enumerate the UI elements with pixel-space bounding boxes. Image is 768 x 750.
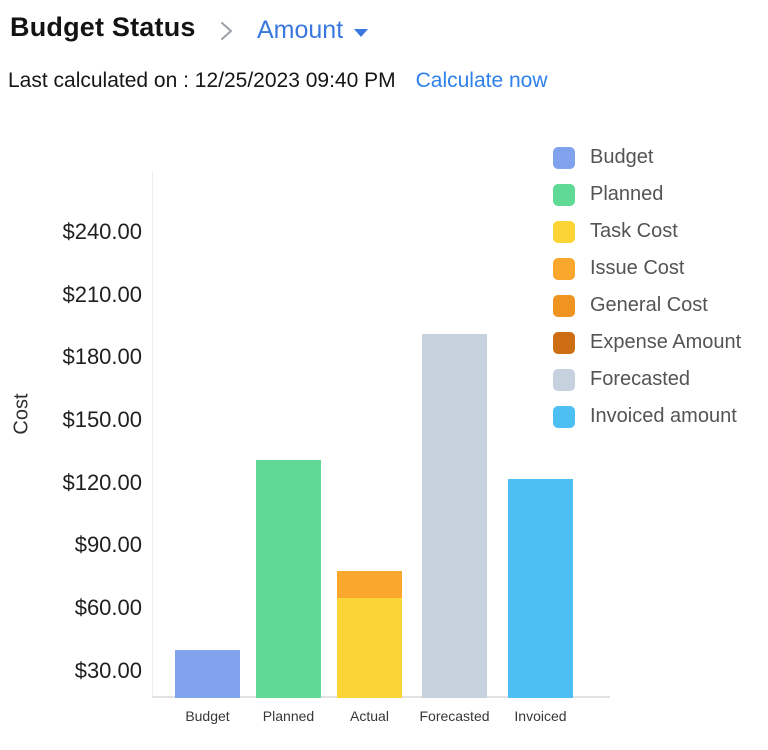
page-title: Budget Status <box>10 12 196 42</box>
legend-swatch <box>553 294 575 317</box>
x-tick-label: Actual <box>350 708 389 724</box>
legend-item-planned[interactable]: Planned <box>553 176 741 213</box>
legend-swatch <box>553 257 575 280</box>
bar-segment-task-cost[interactable] <box>337 597 402 698</box>
x-tick-label: Forecasted <box>419 708 490 724</box>
legend-label: Budget <box>590 146 654 168</box>
x-tick-label: Budget <box>185 708 230 724</box>
legend-swatch <box>553 368 575 391</box>
legend-swatch <box>553 183 575 206</box>
legend-item-budget[interactable]: Budget <box>553 139 741 176</box>
legend-label: Issue Cost <box>590 257 685 279</box>
x-tick-label: Planned <box>262 708 315 724</box>
calculate-now-link[interactable]: Calculate now <box>415 69 548 92</box>
legend-item-forecasted[interactable]: Forecasted <box>553 361 741 398</box>
y-tick-label: $60.00 <box>74 595 142 621</box>
amount-dropdown-label: Amount <box>257 16 344 44</box>
y-tick-label: $180.00 <box>62 344 142 370</box>
amount-dropdown[interactable]: Amount <box>257 16 369 45</box>
bar-segment-issue-cost[interactable] <box>337 570 402 598</box>
legend-item-task-cost[interactable]: Task Cost <box>553 213 741 250</box>
legend-swatch <box>553 331 575 354</box>
caret-down-icon <box>354 28 369 37</box>
bar-segment-planned[interactable] <box>256 459 321 698</box>
legend-label: General Cost <box>590 294 708 316</box>
y-tick-label: $120.00 <box>62 469 142 495</box>
y-tick-label: $90.00 <box>74 532 142 558</box>
legend-label: Invoiced amount <box>590 405 737 427</box>
y-tick-label: $150.00 <box>62 407 142 433</box>
legend-swatch <box>553 405 575 428</box>
bar-segment-invoiced-amount[interactable] <box>508 478 573 698</box>
legend-swatch <box>553 220 575 243</box>
y-tick-label: $30.00 <box>74 657 142 683</box>
last-calculated-text: Last calculated on : 12/25/2023 09:40 PM <box>8 69 396 92</box>
y-tick-label: $240.00 <box>62 218 142 244</box>
legend-swatch <box>553 146 575 169</box>
last-calculated-row: Last calculated on : 12/25/2023 09:40 PM… <box>8 69 548 93</box>
chart-legend: Budget Planned Task Cost Issue Cost General … <box>553 139 741 435</box>
legend-label: Expense Amount <box>590 331 742 353</box>
bar-segment-forecasted[interactable] <box>422 334 487 698</box>
x-tick-label: Invoiced <box>514 708 567 724</box>
legend-item-expense-amount[interactable]: Expense Amount <box>553 324 741 361</box>
bar-segment-budget[interactable] <box>175 649 240 698</box>
legend-item-invoiced-amount[interactable]: Invoiced amount <box>553 398 741 435</box>
y-tick-label: $210.00 <box>62 281 142 307</box>
legend-label: Task Cost <box>590 220 678 242</box>
legend-item-general-cost[interactable]: General Cost <box>553 287 741 324</box>
breadcrumb-chevron-icon <box>215 19 237 43</box>
legend-label: Forecasted <box>590 368 691 390</box>
legend-item-issue-cost[interactable]: Issue Cost <box>553 250 741 287</box>
legend-label: Planned <box>590 183 664 205</box>
